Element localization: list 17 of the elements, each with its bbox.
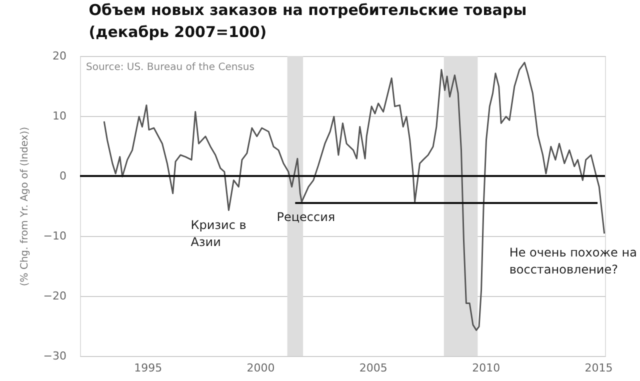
- y-axis-title: (% Chg. from Yr. Ago of (Index)): [19, 126, 30, 286]
- x-tick-label: 2010: [472, 362, 500, 374]
- y-tick-label: −10: [43, 230, 66, 242]
- y-tick-label: 10: [52, 110, 66, 122]
- chart-title: Объем новых заказов на потребительские товары (декабрь 2007=100): [88, 1, 527, 41]
- x-tick-label: 2005: [359, 362, 388, 374]
- annotation: Рецессия: [276, 210, 336, 224]
- y-tick-label: 0: [60, 170, 66, 182]
- x-tick-label: 2015: [584, 362, 613, 374]
- y-tick-label: −30: [43, 350, 66, 362]
- annotation: Кризис в Азии: [190, 218, 246, 250]
- annotation: Source: US. Bureau of the Census: [86, 62, 254, 73]
- y-tick-label: −20: [43, 290, 66, 302]
- annotation: Не очень похоже на восстановление?: [509, 246, 637, 277]
- x-tick-label: 2000: [246, 362, 275, 374]
- x-tick-label: 1995: [134, 362, 162, 374]
- y-tick-label: 20: [52, 50, 66, 62]
